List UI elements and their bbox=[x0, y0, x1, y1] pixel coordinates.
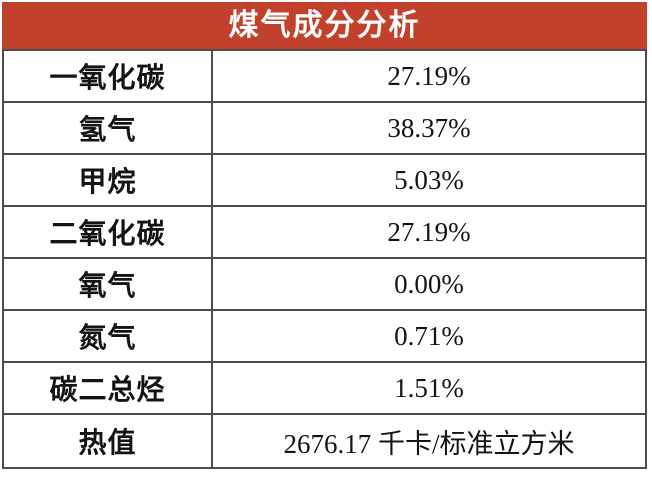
row-label: 氢气 bbox=[2, 101, 213, 155]
row-value: 38.37% bbox=[211, 101, 647, 155]
row-value: 0.00% bbox=[211, 257, 647, 311]
table-row: 热值 2676.17 千卡/标准立方米 bbox=[2, 413, 647, 469]
row-value: 27.19% bbox=[211, 49, 647, 103]
table-row: 一氧化碳 27.19% bbox=[2, 49, 647, 103]
table-row: 甲烷 5.03% bbox=[2, 153, 647, 207]
row-label: 氧气 bbox=[2, 257, 213, 311]
row-value: 2676.17 千卡/标准立方米 bbox=[211, 413, 647, 469]
table-row: 氢气 38.37% bbox=[2, 101, 647, 155]
table-row: 氮气 0.71% bbox=[2, 309, 647, 363]
table-row: 碳二总烃 1.51% bbox=[2, 361, 647, 415]
row-label: 一氧化碳 bbox=[2, 49, 213, 103]
row-label: 热值 bbox=[2, 413, 213, 469]
gas-composition-table: 一氧化碳 27.19% 氢气 38.37% 甲烷 5.03% 二氧化碳 27.1… bbox=[2, 49, 647, 469]
gas-analysis-table: 煤气成分分析 一氧化碳 27.19% 氢气 38.37% 甲烷 5.03% 二氧… bbox=[2, 2, 647, 469]
table-title: 煤气成分分析 bbox=[228, 9, 421, 42]
row-label: 氮气 bbox=[2, 309, 213, 363]
row-value: 5.03% bbox=[211, 153, 647, 207]
row-value: 0.71% bbox=[211, 309, 647, 363]
table-row: 氧气 0.00% bbox=[2, 257, 647, 311]
row-label: 二氧化碳 bbox=[2, 205, 213, 259]
table-title-bar: 煤气成分分析 bbox=[2, 2, 647, 49]
table-row: 二氧化碳 27.19% bbox=[2, 205, 647, 259]
row-value: 27.19% bbox=[211, 205, 647, 259]
row-value: 1.51% bbox=[211, 361, 647, 415]
row-label: 碳二总烃 bbox=[2, 361, 213, 415]
row-label: 甲烷 bbox=[2, 153, 213, 207]
